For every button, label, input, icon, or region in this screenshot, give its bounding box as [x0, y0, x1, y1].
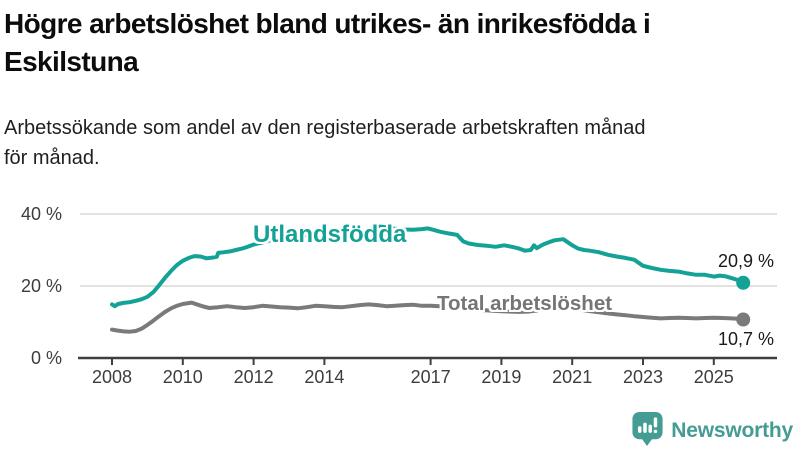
page-title: Högre arbetslöshet bland utrikes- än inr…	[4, 5, 796, 81]
newsworthy-logo: Newsworthy	[630, 410, 793, 452]
page-title-line-2: Eskilstuna	[4, 46, 139, 77]
y-tick-label: 0 %	[30, 348, 62, 368]
line-chart-canvas	[78, 213, 777, 365]
x-tick-label: 2008	[91, 367, 133, 387]
series-label-utlandsfodda: Utlandsfödda	[253, 221, 407, 248]
series-end-dot	[736, 312, 751, 327]
y-tick-label: 20 %	[20, 276, 62, 296]
line-chart: 0 % 20 % 40 % 2008 2010 2012 2014 2017 2019 2021…	[0, 193, 800, 408]
end-value-label-utlandsfodda: 20,9 %	[717, 251, 774, 271]
x-tick-label: 2023	[622, 367, 664, 387]
series-line	[110, 300, 746, 334]
series-end-dot	[736, 275, 751, 290]
end-value-label-total: 10,7 %	[717, 329, 774, 349]
x-tick-label: 2025	[693, 367, 734, 387]
series-label-total-arbetsloshet: Total arbetslöshet	[437, 292, 613, 315]
chart-subtitle-line-1: Arbetssökande som andel av den registerb…	[4, 117, 646, 139]
x-tick-label: 2017	[410, 367, 451, 387]
y-tick-label: 40 %	[20, 204, 62, 224]
x-tick-label: 2012	[233, 367, 274, 387]
x-tick-label: 2019	[481, 367, 522, 387]
page-title-line-1: Högre arbetslöshet bland utrikes- än inr…	[4, 8, 651, 39]
series-line	[110, 224, 746, 309]
x-tick-label: 2010	[162, 367, 203, 387]
chart-subtitle-line-2: för månad.	[4, 147, 100, 169]
x-tick-label: 2021	[552, 367, 593, 387]
newsworthy-wordmark: Newsworthy	[671, 418, 793, 442]
chart-subtitle: Arbetssökande som andel av den registerb…	[4, 113, 796, 173]
newsworthy-speech-bubble-bar-chart-icon	[630, 410, 665, 452]
x-tick-label: 2014	[304, 367, 345, 387]
